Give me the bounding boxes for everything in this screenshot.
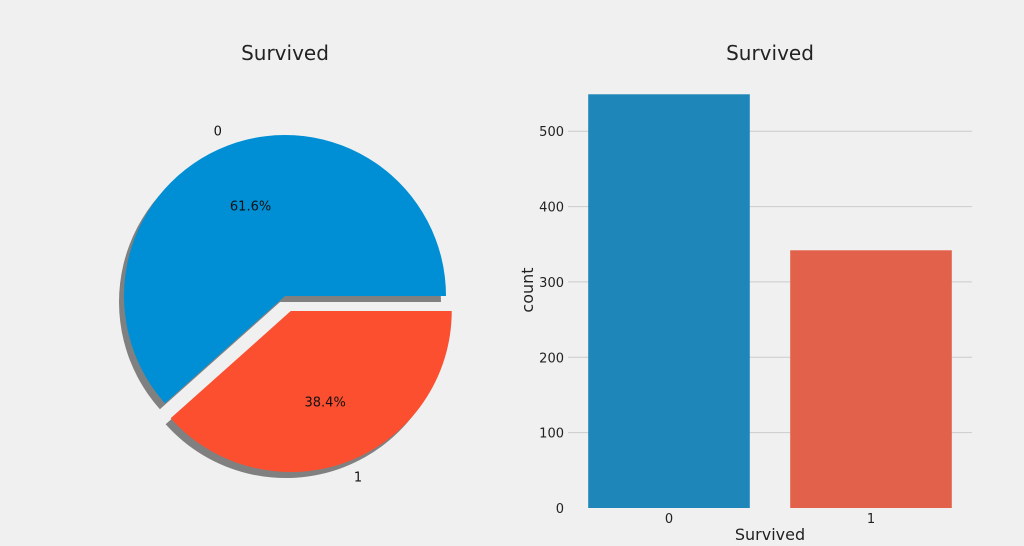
bar-1 xyxy=(790,250,952,508)
pie-slice-1 xyxy=(170,311,452,473)
y-tick-label: 200 xyxy=(539,351,564,366)
pie-category-label: 1 xyxy=(354,471,362,486)
y-tick-label: 500 xyxy=(539,125,564,140)
bar-chart-title: Survived xyxy=(726,41,814,65)
pie-chart: Survived 61.6% 0 38.4% 1 xyxy=(119,41,452,486)
y-tick-label: 300 xyxy=(539,276,564,291)
y-axis-label: count xyxy=(518,267,537,312)
x-tick-label: 1 xyxy=(867,512,875,527)
y-tick-label: 0 xyxy=(556,502,564,517)
y-tick-label: 100 xyxy=(539,427,564,442)
y-tick-label: 400 xyxy=(539,201,564,216)
pie-percent-label: 61.6% xyxy=(230,200,271,215)
pie-percent-label: 38.4% xyxy=(305,395,346,410)
x-tick-label: 0 xyxy=(665,512,673,527)
x-axis-label: Survived xyxy=(735,525,805,544)
bar-chart: Survived 0 100 200 300 400 500 0 1 Survived co… xyxy=(518,41,972,544)
pie-slice-0 xyxy=(124,135,446,404)
pie-chart-title: Survived xyxy=(241,41,329,65)
bar-0 xyxy=(588,94,750,509)
pie-category-label: 0 xyxy=(214,125,222,140)
